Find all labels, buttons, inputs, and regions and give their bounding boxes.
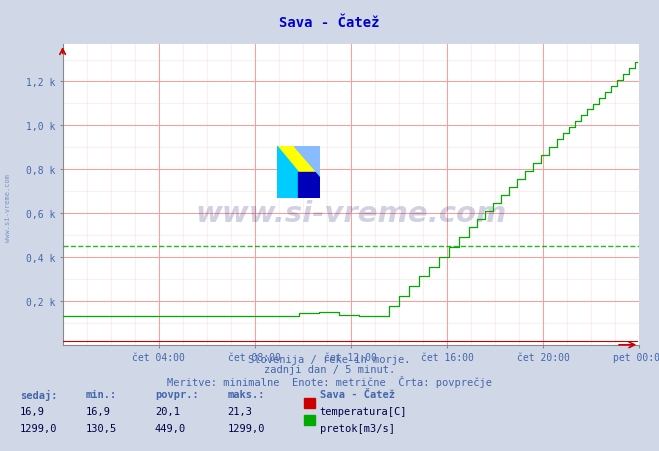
- Text: zadnji dan / 5 minut.: zadnji dan / 5 minut.: [264, 364, 395, 374]
- Text: sedaj:: sedaj:: [20, 389, 57, 400]
- Text: 130,5: 130,5: [86, 423, 117, 433]
- Text: 449,0: 449,0: [155, 423, 186, 433]
- Text: 16,9: 16,9: [86, 406, 111, 416]
- Text: 16,9: 16,9: [20, 406, 45, 416]
- Text: pretok[m3/s]: pretok[m3/s]: [320, 423, 395, 433]
- Text: Meritve: minimalne  Enote: metrične  Črta: povprečje: Meritve: minimalne Enote: metrične Črta:…: [167, 375, 492, 387]
- Text: 1299,0: 1299,0: [227, 423, 265, 433]
- Text: Sava - Čatež: Sava - Čatež: [320, 389, 395, 399]
- Text: maks.:: maks.:: [227, 389, 265, 399]
- Polygon shape: [294, 147, 320, 176]
- Text: Slovenija / reke in morje.: Slovenija / reke in morje.: [248, 354, 411, 364]
- Text: povpr.:: povpr.:: [155, 389, 198, 399]
- Text: Sava - Čatež: Sava - Čatež: [279, 16, 380, 30]
- Text: temperatura[C]: temperatura[C]: [320, 406, 407, 416]
- Bar: [298, 172, 320, 198]
- Text: min.:: min.:: [86, 389, 117, 399]
- Text: 20,1: 20,1: [155, 406, 180, 416]
- Text: 1299,0: 1299,0: [20, 423, 57, 433]
- Text: www.si-vreme.com: www.si-vreme.com: [195, 199, 507, 227]
- Text: www.si-vreme.com: www.si-vreme.com: [5, 174, 11, 241]
- Text: 21,3: 21,3: [227, 406, 252, 416]
- Polygon shape: [277, 147, 320, 198]
